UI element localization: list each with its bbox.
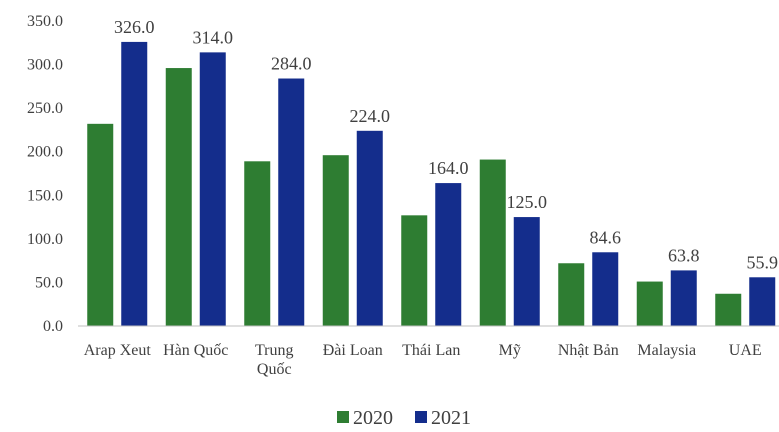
legend: 2020 2021 [337, 407, 471, 429]
bars [87, 41, 776, 327]
bar-2021 [670, 270, 697, 326]
y-tick-label: 300.0 [27, 57, 63, 74]
bar-2020 [558, 263, 585, 326]
bar-2020 [715, 293, 742, 326]
x-tick-label: Quốc [257, 361, 292, 378]
x-tick-label: Mỹ [499, 342, 521, 359]
data-label-2021: 125.0 [507, 192, 548, 212]
legend-label-2021: 2021 [431, 407, 471, 429]
y-axis: 0.0 50.0 100.0 150.0 200.0 250.0 300.0 350.0 [27, 13, 63, 335]
y-tick-label: 100.0 [27, 231, 63, 248]
bar-2020 [165, 68, 192, 327]
x-tick-label: UAE [729, 342, 762, 359]
bar-2020 [322, 155, 349, 326]
y-tick-label: 0.0 [43, 318, 63, 335]
legend-swatch-2020 [337, 411, 349, 423]
y-tick-label: 150.0 [27, 187, 63, 204]
data-label-2021: 224.0 [350, 106, 391, 126]
bar-2021 [435, 183, 462, 326]
data-label-2021: 314.0 [193, 27, 234, 47]
y-tick-label: 200.0 [27, 144, 63, 161]
x-tick-label: Hàn Quốc [163, 342, 228, 359]
y-tick-label: 350.0 [27, 13, 63, 30]
x-tick-label: Thái Lan [402, 342, 460, 359]
x-tick-label: Trung [255, 342, 294, 359]
bar-2021 [121, 41, 148, 327]
data-label-2021: 55.9 [747, 252, 779, 272]
data-label-2021: 84.6 [590, 227, 622, 247]
x-tick-label: Đài Loan [323, 342, 383, 359]
x-axis: Arap Xeut Hàn Quốc Trung Quốc Đài Loan Thái L… [78, 325, 779, 378]
bar-2020 [636, 281, 663, 326]
bar-2021 [278, 78, 305, 326]
data-label-2021: 63.8 [668, 245, 700, 265]
data-label-2021: 326.0 [114, 17, 155, 37]
bar-2021 [592, 252, 619, 326]
y-tick-label: 50.0 [35, 274, 63, 291]
x-tick-label: Nhật Bản [558, 342, 619, 359]
legend-swatch-2021 [415, 411, 427, 423]
y-tick-label: 250.0 [27, 100, 63, 117]
data-label-2021: 284.0 [271, 54, 312, 74]
bar-2021 [513, 217, 540, 326]
bar-2020 [401, 215, 428, 326]
data-labels: 326.0 314.0 284.0 224.0 164.0 125.0 84.6 63.8 55… [114, 17, 778, 272]
x-tick-label: Malaysia [637, 342, 696, 359]
bar-2020 [244, 161, 271, 326]
bar-2021 [749, 277, 776, 326]
bar-2021 [199, 52, 226, 326]
data-label-2021: 164.0 [428, 158, 469, 178]
bar-2020 [479, 159, 506, 326]
x-tick-label: Arap Xeut [84, 342, 152, 359]
legend-label-2020: 2020 [353, 407, 393, 429]
bar-2020 [87, 123, 114, 326]
bar-2021 [356, 130, 383, 326]
